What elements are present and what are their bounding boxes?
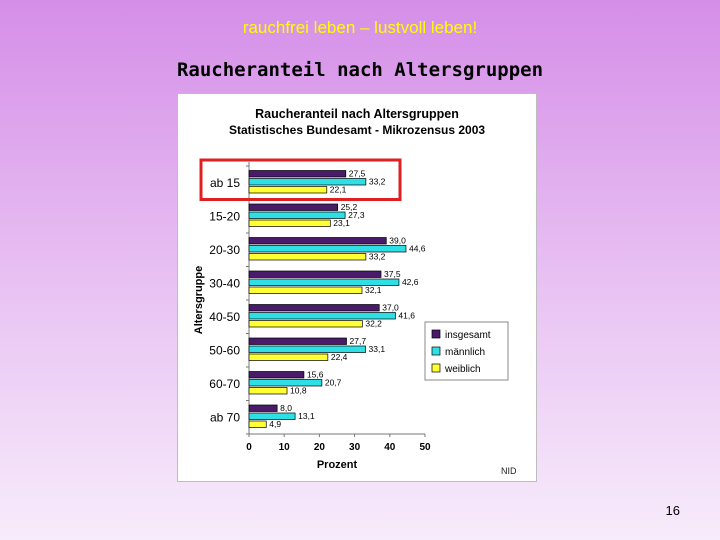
data-label: 4,9: [269, 419, 281, 429]
data-label: 22,1: [330, 185, 347, 195]
x-tick-label: 10: [279, 442, 291, 453]
legend-swatch: [431, 329, 441, 339]
category-label: ab 70: [210, 410, 240, 424]
data-label: 37,5: [384, 269, 401, 279]
x-tick-label: 30: [349, 442, 361, 453]
data-label: 10,8: [290, 386, 307, 396]
bar-weiblich: [248, 186, 328, 194]
x-tick-label: 0: [246, 442, 252, 453]
data-label: 27,3: [348, 210, 365, 220]
data-label: 41,6: [398, 311, 415, 321]
bar-männlich: [248, 345, 366, 353]
legend-label: insgesamt: [445, 330, 491, 341]
data-label: 27,7: [350, 336, 367, 346]
bar-insgesamt: [248, 270, 382, 278]
data-label: 23,1: [333, 218, 350, 228]
bar-chart: Raucheranteil nach Altersgruppen Statisti…: [193, 107, 517, 476]
slide-title: Raucheranteil nach Altersgruppen: [176, 59, 544, 81]
bar-männlich: [248, 178, 367, 186]
slide-header: rauchfrei leben – lustvoll leben!: [242, 18, 478, 37]
x-tick-label: 40: [384, 442, 396, 453]
data-label: 8,0: [280, 403, 292, 413]
bar-weiblich: [248, 420, 267, 428]
bar-männlich: [248, 412, 296, 420]
x-axis-title: Prozent: [317, 459, 358, 471]
x-tick-label: 50: [419, 442, 431, 453]
bar-männlich: [248, 245, 407, 253]
chart-frame: Raucheranteil nach Altersgruppen Statisti…: [177, 93, 537, 482]
data-label: 37,0: [382, 303, 399, 313]
category-label: 60-70: [209, 377, 240, 391]
data-label: 25,2: [341, 202, 358, 212]
highlight-box: [199, 158, 402, 201]
bar-weiblich: [248, 320, 363, 328]
data-label: 27,5: [349, 169, 366, 179]
data-label: 15,6: [307, 370, 324, 380]
bar-weiblich: [248, 387, 288, 395]
legend-label: weiblich: [444, 364, 481, 375]
data-label: 20,7: [325, 378, 342, 388]
data-label: 44,6: [409, 244, 426, 254]
bar-weiblich: [248, 286, 363, 294]
page-number: 16: [665, 503, 680, 518]
legend-swatch: [431, 363, 441, 373]
bar-männlich: [248, 312, 396, 320]
category-label: 20-30: [209, 243, 240, 257]
category-label: ab 15: [210, 176, 240, 190]
data-label: 33,2: [369, 177, 386, 187]
data-label: 32,2: [365, 319, 382, 329]
source-note: NID: [501, 466, 517, 476]
bar-männlich: [248, 278, 400, 286]
data-label: 13,1: [298, 411, 315, 421]
bar-männlich: [248, 211, 346, 219]
bar-insgesamt: [248, 237, 387, 245]
x-tick-label: 20: [314, 442, 326, 453]
category-label: 50-60: [209, 343, 240, 357]
category-label: 15-20: [209, 209, 240, 223]
bar-insgesamt: [248, 170, 347, 178]
legend-swatch: [431, 346, 441, 356]
bar-insgesamt: [248, 304, 380, 312]
bar-weiblich: [248, 253, 367, 261]
category-label: 30-40: [209, 276, 240, 290]
bar-weiblich: [248, 219, 331, 227]
category-label: 40-50: [209, 310, 240, 324]
legend-label: männlich: [445, 347, 485, 358]
data-label: 39,0: [389, 236, 406, 246]
data-label: 42,6: [402, 277, 419, 287]
data-label: 22,4: [331, 352, 348, 362]
bar-männlich: [248, 379, 323, 387]
data-label: 33,1: [369, 344, 386, 354]
bar-insgesamt: [248, 337, 347, 345]
bar-weiblich: [248, 353, 329, 361]
chart-title: Raucheranteil nach Altersgruppen: [255, 107, 459, 121]
bar-insgesamt: [248, 371, 305, 379]
data-label: 33,2: [369, 252, 386, 262]
chart-subtitle: Statistisches Bundesamt - Mikrozensus 20…: [229, 123, 485, 137]
data-label: 32,1: [365, 285, 382, 295]
y-axis-title: Altersgruppe: [193, 266, 205, 334]
bar-insgesamt: [248, 404, 278, 412]
bar-insgesamt: [248, 203, 339, 211]
